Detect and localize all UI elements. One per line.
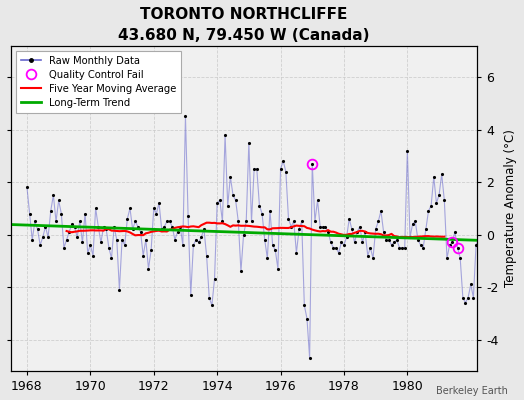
Y-axis label: Temperature Anomaly (°C): Temperature Anomaly (°C)	[504, 129, 517, 287]
Text: Berkeley Earth: Berkeley Earth	[436, 386, 508, 396]
Legend: Raw Monthly Data, Quality Control Fail, Five Year Moving Average, Long-Term Tren: Raw Monthly Data, Quality Control Fail, …	[16, 50, 181, 112]
Title: TORONTO NORTHCLIFFE
43.680 N, 79.450 W (Canada): TORONTO NORTHCLIFFE 43.680 N, 79.450 W (…	[118, 7, 370, 43]
